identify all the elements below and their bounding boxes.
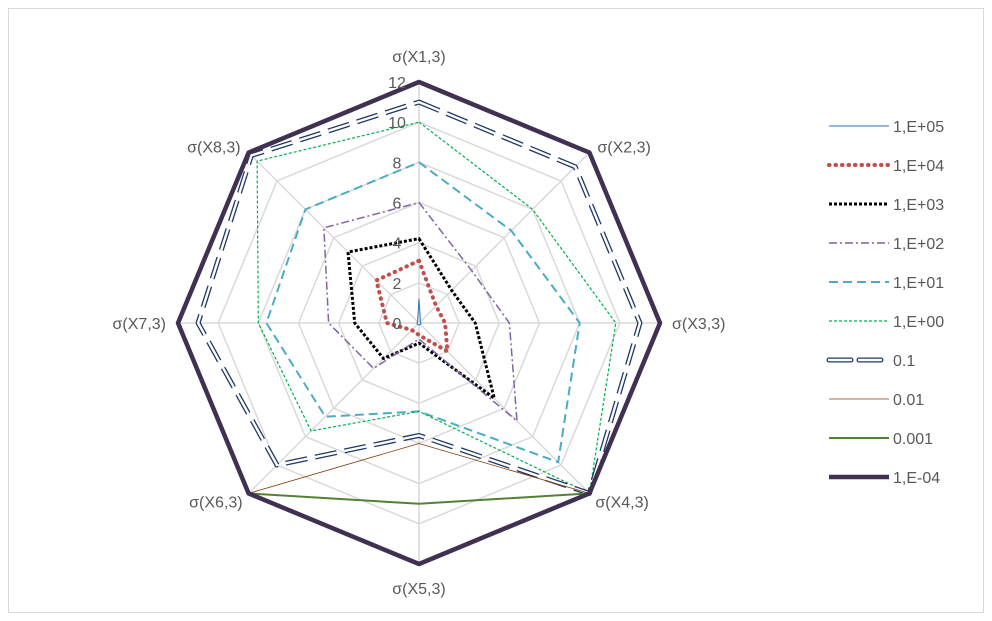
- legend-label: 1,E+04: [893, 158, 944, 175]
- axis-label: σ(X5,3): [392, 581, 445, 598]
- tick-label: 2: [393, 276, 402, 293]
- series-line: [175, 79, 663, 567]
- axis-label: σ(X2,3): [597, 140, 650, 157]
- legend-label: 1,E+01: [893, 275, 944, 292]
- legend-label: 1,E-04: [893, 470, 940, 487]
- legend-label: 0.1: [893, 353, 915, 370]
- series-line-inner: [196, 100, 642, 495]
- series-line: [374, 258, 450, 354]
- series-line: [256, 121, 617, 495]
- legend: 1,E+05 1,E+04 1,E+03 1,E+02 1,E+01 1,E+00 0.1 0…: [826, 119, 944, 487]
- axis-labels: σ(X1,3) σ(X2,3) σ(X3,3) σ(X4,3) σ(X5,3) σ(X6,…: [113, 49, 726, 598]
- tick-label: 4: [393, 236, 402, 253]
- axis-label: σ(X3,3): [672, 316, 725, 333]
- legend-label: 0.001: [893, 431, 933, 448]
- grid-spoke: [248, 152, 420, 324]
- tick-labels: 0 2 4 6 8 10 12: [388, 75, 406, 333]
- legend-label: 1,E+02: [893, 236, 944, 253]
- tick-label: 0: [393, 316, 402, 333]
- tick-label: 8: [393, 155, 402, 172]
- chart-area: 0 2 4 6 8 10 12 σ(X1,3) σ(X2,3) σ(X3,3) σ(X4,3) σ(…: [8, 8, 984, 613]
- series-line: [346, 237, 496, 400]
- axis-label: σ(X1,3): [392, 49, 445, 66]
- grid-spoke: [418, 152, 590, 324]
- tick-label: 12: [388, 75, 406, 92]
- tick-label: 10: [388, 115, 406, 132]
- legend-label: 1,E+05: [893, 119, 944, 136]
- legend-label: 0.01: [893, 392, 924, 409]
- series-line: [323, 201, 518, 422]
- grid-spoke: [248, 322, 420, 494]
- axis-label: σ(X8,3): [187, 140, 240, 157]
- axis-label: σ(X6,3): [189, 494, 242, 511]
- axis-label: σ(X7,3): [113, 316, 166, 333]
- series-line: [416, 298, 422, 326]
- legend-label: 1,E+00: [893, 314, 944, 331]
- grid-spoke: [418, 322, 590, 494]
- tick-label: 6: [393, 196, 402, 213]
- axis-label: σ(X4,3): [595, 494, 648, 511]
- series-group: [175, 79, 663, 567]
- legend-label: 1,E+03: [893, 197, 944, 214]
